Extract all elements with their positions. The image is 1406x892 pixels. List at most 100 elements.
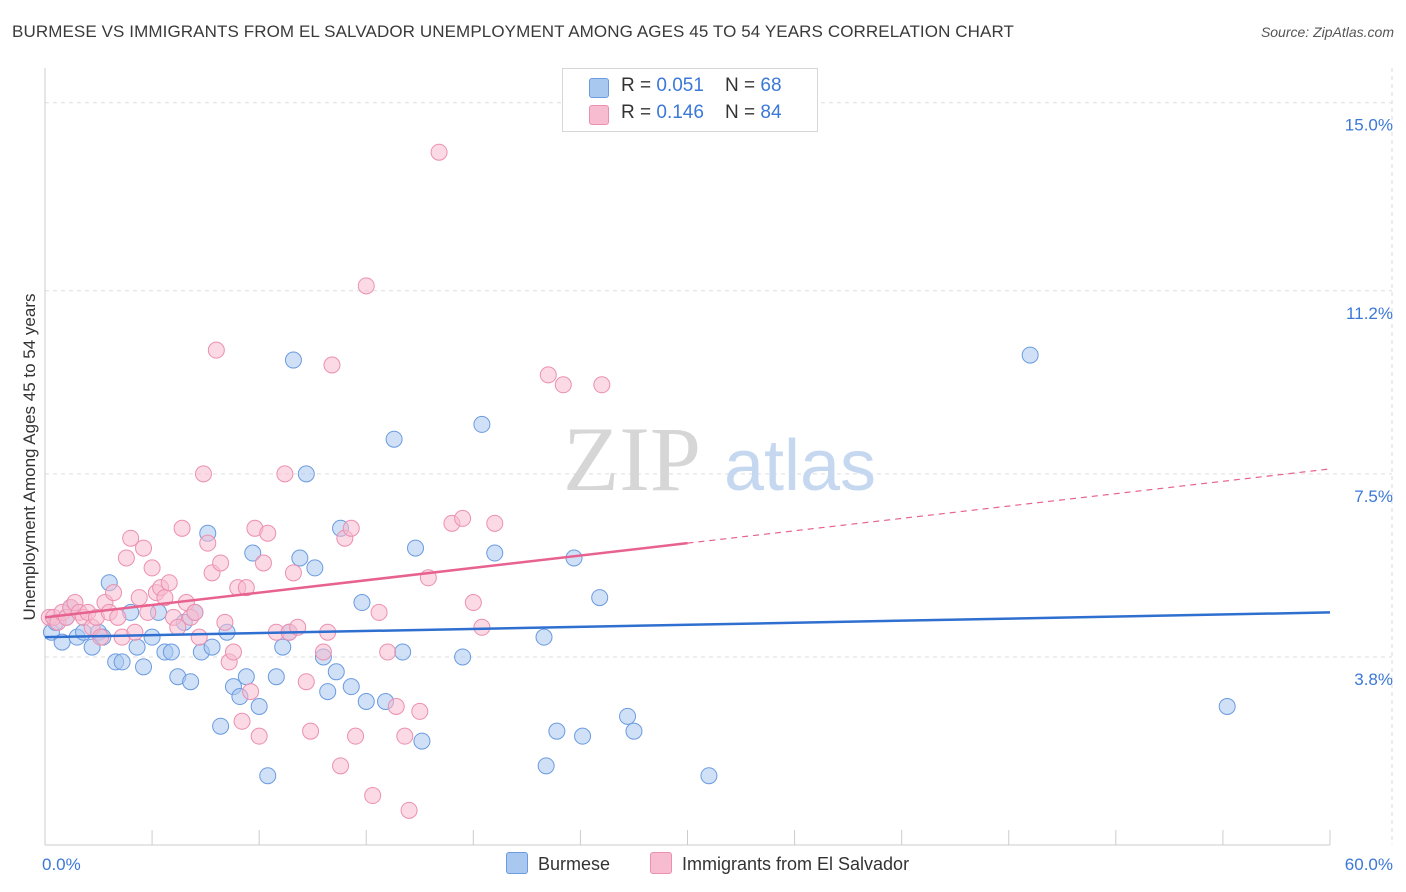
salvador-point: [194, 465, 212, 483]
burmese-point: [353, 594, 371, 612]
legend-r-value-burmese: 0.051: [656, 75, 704, 96]
legend-r-label: R =: [621, 75, 657, 96]
burmese-point: [591, 589, 609, 607]
burmese-point: [619, 707, 637, 725]
burmese-swatch: [589, 78, 609, 98]
burmese-point: [203, 638, 221, 656]
salvador-point: [593, 376, 611, 394]
burmese-point: [454, 648, 472, 666]
salvador-point: [364, 787, 382, 805]
salvador-point: [554, 376, 572, 394]
burmese-point: [113, 653, 131, 671]
salvador-point: [216, 613, 234, 631]
salvador-point: [224, 643, 242, 661]
bottom-legend-label: Immigrants from El Salvador: [682, 854, 910, 874]
salvador-point: [454, 509, 472, 527]
correlation-legend: R = 0.051 N = 68 R = 0.146 N = 84: [562, 68, 818, 132]
grid-lines: [45, 68, 1393, 845]
salvador-point: [254, 554, 272, 572]
x-tick-label: 60.0%: [1345, 855, 1393, 874]
salvador-point: [400, 801, 418, 819]
salvador-point: [342, 519, 360, 537]
salvador-point: [379, 643, 397, 661]
burmese-point: [250, 697, 268, 715]
burmese-trend-line: [44, 611, 1331, 639]
burmese-point: [486, 544, 504, 562]
legend-n-value-burmese: 68: [760, 75, 782, 96]
burmese-point: [413, 732, 431, 750]
burmese-point: [237, 668, 255, 686]
burmese-point: [212, 717, 230, 735]
salvador-point: [464, 594, 482, 612]
burmese-point: [1021, 346, 1039, 364]
salvador-point: [323, 356, 341, 374]
salvador-point: [130, 589, 148, 607]
salvador-point: [387, 697, 405, 715]
salvador-point: [302, 722, 320, 740]
salvador-point: [259, 524, 277, 542]
x-tick-label: 0.0%: [42, 855, 81, 874]
source-credit: Source: ZipAtlas.com: [1260, 24, 1394, 40]
salvador-point: [357, 277, 375, 295]
burmese-points: [42, 346, 1236, 785]
salvador-point: [284, 564, 302, 582]
salvador-point: [347, 727, 365, 745]
salvador-point: [233, 712, 251, 730]
salvador-point: [186, 603, 204, 621]
legend-n-label: N =: [725, 75, 761, 96]
salvador-point: [199, 534, 217, 552]
burmese-point: [535, 628, 553, 646]
salvador-point: [276, 465, 294, 483]
burmese-legend-swatch: [506, 852, 528, 874]
burmese-point: [574, 727, 592, 745]
salvador-legend-swatch: [650, 852, 672, 874]
burmese-point: [625, 722, 643, 740]
salvador-point: [539, 366, 557, 384]
legend-n-label: N =: [725, 102, 761, 123]
burmese-point: [473, 415, 491, 433]
salvador-trend-line: [44, 541, 688, 619]
salvador-point: [122, 529, 140, 547]
burmese-point: [319, 683, 337, 701]
salvador-swatch: [589, 105, 609, 125]
burmese-point: [267, 668, 285, 686]
burmese-point: [342, 678, 360, 696]
burmese-point: [291, 549, 309, 567]
y-tick-label: 15.0%: [1345, 116, 1393, 135]
burmese-point: [394, 643, 412, 661]
y-tick-label: 3.8%: [1354, 670, 1393, 689]
burmese-point: [274, 638, 292, 656]
salvador-point: [105, 584, 123, 602]
salvador-point: [370, 603, 388, 621]
burmese-point: [162, 643, 180, 661]
burmese-point: [259, 767, 277, 785]
tick-labels: 3.8% 7.5% 11.2% 15.0% 0.0% 60.0%: [42, 116, 1393, 874]
salvador-point: [160, 574, 178, 592]
burmese-point: [244, 544, 262, 562]
salvador-point: [473, 618, 491, 636]
watermark-atlas: atlas: [724, 426, 876, 506]
salvador-point: [126, 623, 144, 641]
bottom-legend-label: Burmese: [538, 854, 611, 874]
burmese-point: [1218, 697, 1236, 715]
salvador-points: [40, 143, 611, 819]
burmese-point: [700, 767, 718, 785]
legend-r-label: R =: [621, 102, 657, 123]
salvador-point: [143, 559, 161, 577]
trend-lines: [44, 468, 1331, 639]
salvador-point: [207, 341, 225, 359]
salvador-point: [237, 579, 255, 597]
salvador-point: [396, 727, 414, 745]
salvador-point: [332, 757, 350, 775]
salvador-point: [411, 702, 429, 720]
burmese-point: [407, 539, 425, 557]
salvador-point: [117, 549, 135, 567]
y-axis-label: Unemployment Among Ages 45 to 54 years: [20, 294, 39, 621]
salvador-point: [212, 554, 230, 572]
salvador-point: [135, 539, 153, 557]
burmese-point: [306, 559, 324, 577]
burmese-point: [297, 465, 315, 483]
salvador-point: [297, 673, 315, 691]
salvador-point: [109, 608, 127, 626]
